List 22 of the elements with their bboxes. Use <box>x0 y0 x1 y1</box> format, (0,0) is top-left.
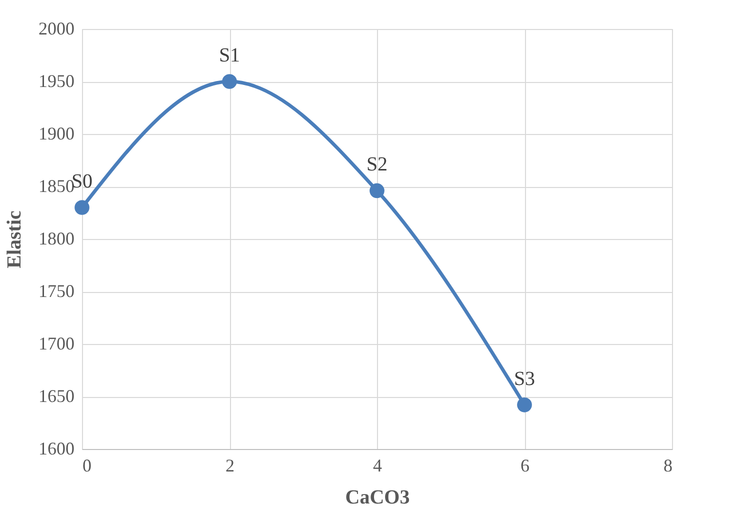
x-axis-title: CaCO3 <box>345 486 410 508</box>
x-tick-label: 8 <box>664 456 672 476</box>
point <box>74 200 90 215</box>
y-tick-label: 1750 <box>38 281 74 301</box>
x-tick-label: 4 <box>373 456 382 476</box>
annotation: S2 <box>366 154 388 176</box>
y-tick-label: 1650 <box>38 386 74 406</box>
y-tick-label: 1900 <box>38 124 74 144</box>
point <box>517 398 532 412</box>
x-tick-label: 6 <box>520 456 530 476</box>
annotation: S1 <box>218 44 240 66</box>
x-tick-label: 2 <box>226 456 234 476</box>
y-axis-title: Elastic <box>4 210 26 268</box>
y-tick-label: 1700 <box>38 334 74 354</box>
y-tick-label: 2000 <box>38 18 74 38</box>
point <box>222 74 237 89</box>
y-tick-label: 1600 <box>38 438 74 458</box>
annotation: S3 <box>514 368 536 390</box>
y-tick-label: 1950 <box>38 71 74 91</box>
y-tick-label: 1800 <box>38 228 74 248</box>
point <box>370 183 384 198</box>
x-tick-label: 0 <box>82 456 92 476</box>
